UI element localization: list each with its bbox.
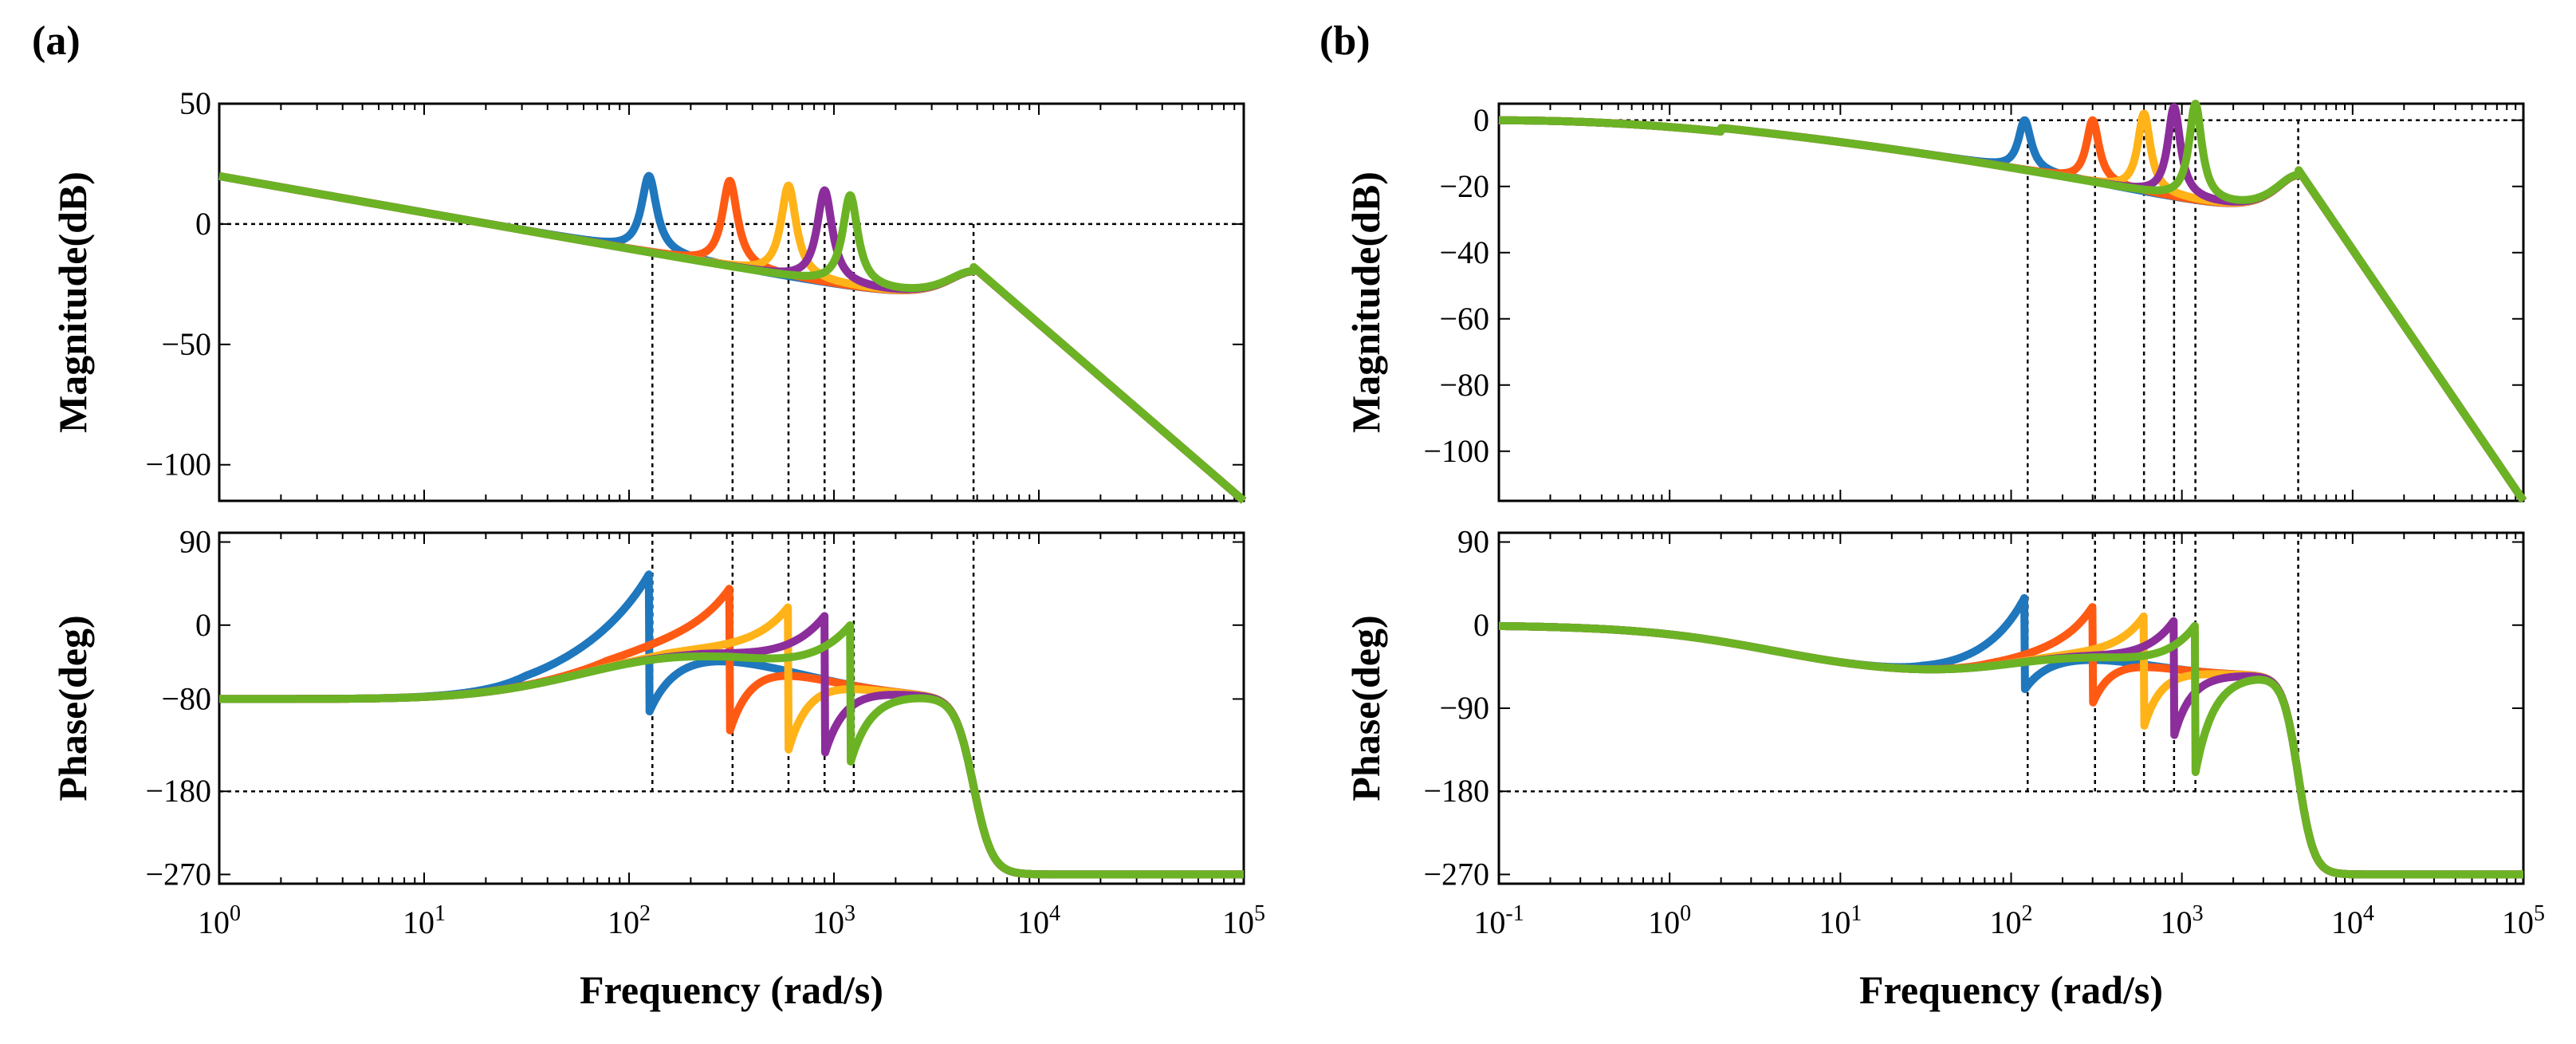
x-tick-label: 103	[2161, 901, 2204, 940]
x-tick-label: 100	[1648, 901, 1691, 940]
magnitude-series-resonance-2	[1495, 116, 2527, 504]
x-tick-label: 102	[608, 901, 651, 940]
phase-axes-frame	[1497, 531, 2525, 885]
phase-series-resonance-1	[1495, 593, 2527, 879]
x-axis-title: Frequency (rad/s)	[1859, 967, 2163, 1012]
x-tick-label: 104	[1017, 901, 1060, 940]
phase-series-resonance-5	[1495, 621, 2527, 879]
magnitude-tick-label: −50	[161, 326, 211, 362]
phase-tick-label: −180	[1423, 773, 1489, 809]
phase-tick-label: −270	[145, 856, 211, 892]
x-tick-label: 102	[1990, 901, 2033, 940]
x-axis-title: Frequency (rad/s)	[580, 967, 883, 1012]
magnitude-axes-frame	[1497, 102, 2525, 502]
phase-tick-label: −80	[161, 680, 211, 716]
magnitude-series-resonance-5	[215, 171, 1248, 504]
magnitude-tick-label: −80	[1439, 367, 1489, 403]
magnitude-tick-label: −100	[1423, 433, 1489, 469]
phase-series-resonance-2	[215, 585, 1248, 879]
bode-plot-b: 10-1 100 101 102 103 104 105 Frequency (rad/s) 0…	[1343, 100, 2545, 1012]
magnitude-series-resonance-3	[1495, 109, 2527, 504]
x-tick-label: 104	[2331, 901, 2374, 940]
x-tick-label: 100	[198, 901, 241, 940]
x-tick-label: 101	[403, 901, 446, 940]
phase-tick-label: 90	[1457, 524, 1489, 560]
phase-axes-frame	[218, 531, 1245, 885]
magnitude-series-resonance-1	[1495, 116, 2527, 504]
magnitude-tick-label: 0	[195, 206, 211, 242]
magnitude-axis-title: Magnitude(dB)	[1343, 171, 1388, 433]
bode-plot-a: 100 101 102 103 104 105 Frequency (rad/s) 50 0 −5…	[50, 85, 1265, 1012]
x-tick-label: 105	[1222, 901, 1265, 940]
phase-axis-title: Phase(deg)	[1343, 615, 1388, 801]
phase-tick-label: 90	[179, 524, 211, 560]
magnitude-tick-label: −100	[145, 447, 211, 483]
magnitude-axes-frame	[218, 102, 1245, 502]
magnitude-series-resonance-5	[1495, 100, 2527, 504]
magnitude-tick-label: 0	[1473, 102, 1489, 138]
panel-label-a: (a)	[32, 18, 81, 64]
phase-series-resonance-2	[1495, 603, 2527, 879]
panel-label-b: (b)	[1319, 18, 1371, 64]
x-tick-label: 105	[2502, 901, 2545, 940]
magnitude-tick-label: −40	[1439, 234, 1489, 270]
phase-tick-label: −180	[145, 773, 211, 809]
magnitude-tick-label: −60	[1439, 301, 1489, 337]
phase-tick-label: 0	[195, 607, 211, 643]
magnitude-tick-label: −20	[1439, 168, 1489, 204]
phase-tick-label: −270	[1423, 856, 1489, 892]
magnitude-tick-label: 50	[179, 85, 211, 121]
x-tick-label: 10-1	[1473, 901, 1524, 940]
phase-axis-title: Phase(deg)	[50, 615, 95, 801]
magnitude-axis-title: Magnitude(dB)	[50, 171, 95, 433]
phase-tick-label: −90	[1439, 690, 1489, 726]
x-tick-label: 103	[812, 901, 855, 940]
phase-tick-label: 0	[1473, 607, 1489, 643]
x-tick-label: 101	[1819, 901, 1862, 940]
phase-series-resonance-5	[215, 621, 1248, 879]
